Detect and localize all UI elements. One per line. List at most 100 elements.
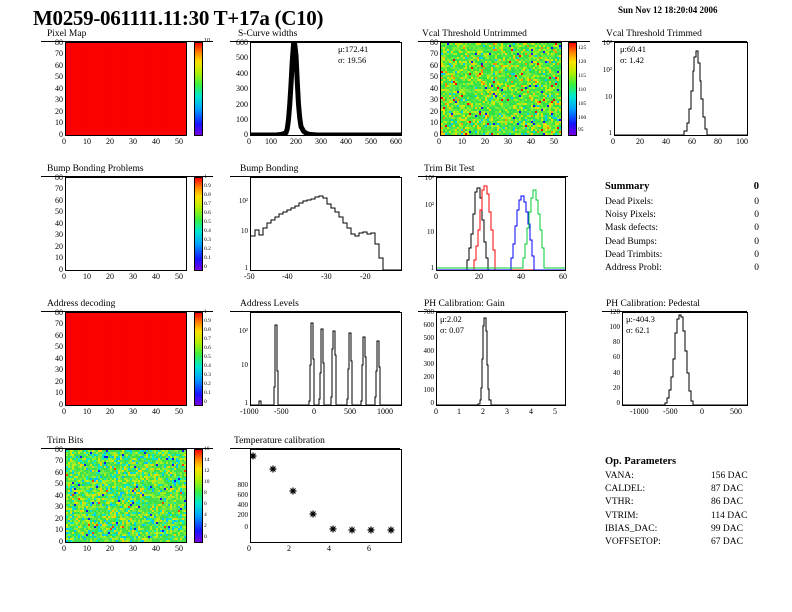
summary-label: Dead Trimbits: (605, 249, 663, 260)
colorbar-tick: 10 (204, 479, 210, 485)
panel-vcal-threshold-trimmed[interactable]: Vcal Threshold Trimmed 10³ 10² 10 1 0 20… (598, 29, 783, 148)
panel-bump-bonding-problems[interactable]: Bump Bonding Problems 80 70 60 50 40 30 … (33, 164, 213, 283)
summary-row: Dead Trimbits: 0 (605, 249, 785, 262)
colorbar-tick: 0.8 (204, 192, 211, 198)
op-parameter-row: VTHR: 86 DAC (605, 496, 785, 509)
panel-pixel-map[interactable]: Pixel Map 80 70 60 50 40 30 20 10 0 0 10… (33, 29, 213, 148)
panel-ph-calibration-pedestal[interactable]: PH Calibration: Pedestal 120 100 80 60 4… (598, 299, 783, 418)
x-tick: 0 (611, 137, 615, 146)
y-tick: 600 (423, 321, 435, 329)
x-tick: 6 (367, 544, 371, 553)
x-tick: 30 (504, 137, 512, 146)
colorbar-tick: 0 (204, 399, 207, 405)
colorbar-tick: 0.7 (204, 201, 211, 207)
panel-trim-bit-test[interactable]: Trim Bit Test 10³ 10² 10 1 0 20 40 60 (410, 164, 590, 283)
y-tick: 0 (244, 523, 249, 531)
panel-address-decoding[interactable]: Address decoding 80 70 60 50 40 30 20 10… (33, 299, 213, 418)
y-tick: 20 (55, 514, 63, 523)
colorbar-tick: 120 (578, 59, 587, 65)
x-tick: 40 (152, 544, 160, 553)
panel-vcal-threshold-untrimmed[interactable]: Vcal Threshold Untrimmed 80 70 60 50 40 … (410, 29, 590, 148)
panel-title: Bump Bonding Problems (47, 164, 144, 174)
panel-ph-calibration-gain[interactable]: PH Calibration: Gain 700 600 500 400 300… (410, 299, 590, 418)
x-tick: 600 (390, 137, 402, 146)
histogram-multi (437, 185, 565, 270)
panel-s-curve-widths[interactable]: S-Curve widths 600 500 400 300 200 100 0… (220, 29, 402, 148)
scatter-canvas (251, 452, 395, 534)
x-tick: 0 (62, 137, 66, 146)
y-tick: 20 (55, 377, 63, 386)
summary-heading-row: Summary 0 (605, 180, 785, 196)
op-parameter-value: 67 DAC (711, 536, 743, 547)
histogram-curve (615, 50, 747, 135)
y-tick: 80 (430, 38, 438, 47)
y-tick: 50 (55, 72, 63, 81)
y-tick: 200 (423, 373, 435, 381)
stats-box: μ:172.41 σ: 19.56 (338, 44, 368, 66)
y-tick: 500 (423, 334, 435, 342)
y-tick: 80 (55, 173, 63, 182)
y-tick: 30 (55, 365, 63, 374)
y-tick: 100 (423, 386, 435, 394)
y-tick: 70 (55, 49, 63, 58)
x-tick: 4 (529, 407, 533, 416)
panel-trim-bits[interactable]: Trim Bits 80 70 60 50 40 30 20 10 0 0 10… (33, 436, 213, 555)
panel-temperature-calibration[interactable]: Temperature calibration 800 600 400 200 … (220, 436, 402, 555)
y-tick: 40 (55, 219, 63, 228)
x-tick: 10 (83, 272, 91, 281)
y-tick: 10 (55, 118, 63, 127)
y-tick: 10 (55, 525, 63, 534)
colorbar-tick: 0.2 (204, 246, 211, 252)
x-tick: 10 (83, 137, 91, 146)
x-tick: 0 (62, 272, 66, 281)
y-tick: 10³ (424, 174, 434, 182)
summary-value: 0 (754, 249, 759, 260)
y-tick: 10² (424, 201, 434, 209)
panel-title: Vcal Threshold Trimmed (606, 29, 702, 39)
colorbar-tick: 1 (204, 174, 207, 180)
y-tick: 10² (602, 66, 612, 74)
colorbar-tick: 100 (578, 115, 587, 121)
y-tick: 10 (430, 118, 438, 127)
x-tick: -30 (321, 272, 332, 281)
y-tick: 0 (430, 399, 435, 407)
x-tick: -500 (274, 407, 289, 416)
x-tick: 20 (106, 407, 114, 416)
summary-label: Address Probl: (605, 262, 662, 273)
colorbar-tick: 6 (204, 501, 207, 507)
summary-row: Address Probl: 0 (605, 262, 785, 275)
panel-title: S-Curve widths (238, 29, 298, 39)
op-parameter-row: CALDEL: 87 DAC (605, 483, 785, 496)
colorbar-tick: 0.1 (204, 255, 211, 261)
x-tick: 200 (290, 137, 302, 146)
panel-bump-bonding[interactable]: Bump Bonding 10² 10 1 -50 -40 -30 -20 (220, 164, 402, 283)
y-tick: 30 (55, 95, 63, 104)
colorbar-tick: 115 (578, 73, 587, 79)
timestamp-label: Sun Nov 12 18:20:04 2006 (618, 5, 718, 15)
panel-address-levels[interactable]: Address Levels 10² 10 1 -1000 -500 0 500… (220, 299, 402, 418)
y-tick: 10 (55, 253, 63, 262)
heatmap-canvas (66, 43, 186, 135)
y-tick: 200 (236, 100, 248, 109)
y-tick: 10 (605, 93, 612, 101)
x-tick: 500 (730, 407, 742, 416)
x-tick: -1000 (630, 407, 649, 416)
summary-row: Mask defects: 0 (605, 222, 785, 235)
x-tick: 40 (662, 137, 670, 146)
y-tick: 10² (238, 197, 248, 205)
panel-title: Pixel Map (47, 29, 87, 39)
y-tick: 70 (55, 184, 63, 193)
y-tick: 60 (430, 61, 438, 70)
colorbar-tick: 0.3 (204, 237, 211, 243)
y-tick: 1 (244, 399, 249, 407)
summary-heading-value: 0 (753, 181, 759, 192)
panel-title: Vcal Threshold Untrimmed (422, 29, 527, 39)
stat-mean: μ:172.41 (338, 44, 369, 54)
x-tick: 50 (175, 272, 183, 281)
colorbar-tick: 95 (578, 127, 584, 133)
y-tick: 60 (613, 353, 620, 361)
y-tick: 30 (55, 502, 63, 511)
summary-value: 0 (754, 262, 759, 273)
y-tick: 30 (430, 95, 438, 104)
